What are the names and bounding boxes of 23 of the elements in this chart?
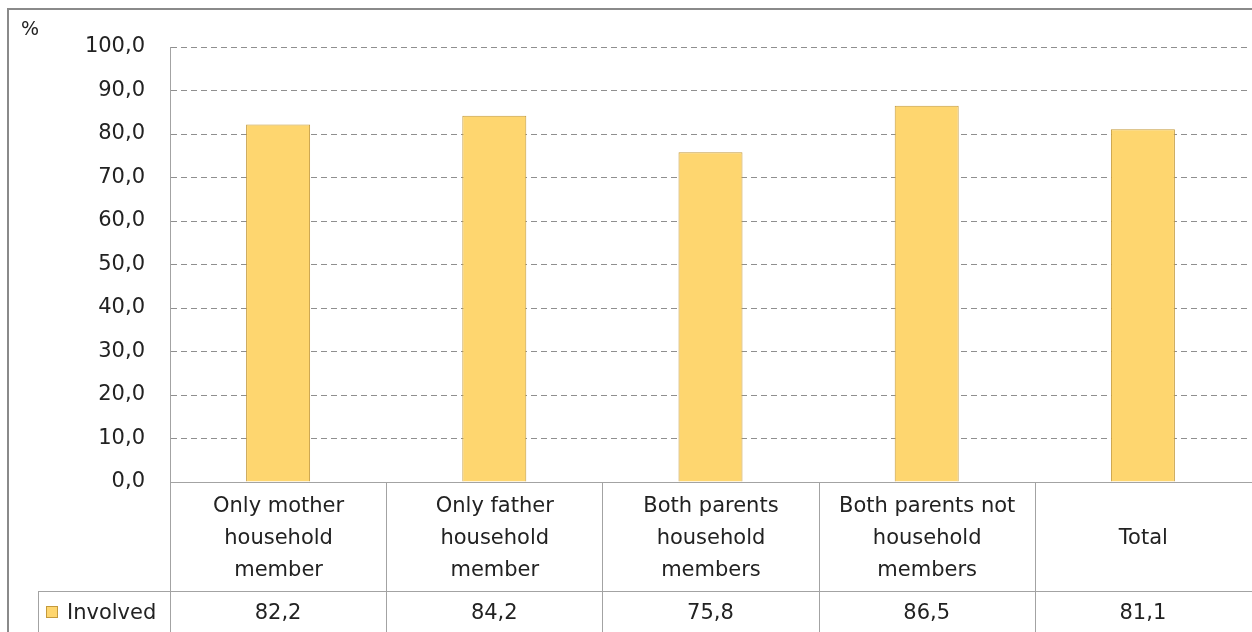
x-tick-label: Total	[1118, 523, 1168, 551]
y-axis-title: %	[21, 17, 40, 39]
data-label: 82,2	[254, 600, 302, 624]
data-label: 86,5	[903, 600, 951, 624]
data-label: 81,1	[1119, 600, 1167, 624]
x-tick-label: Both parents household members	[642, 491, 780, 583]
x-tick-label: Only mother household member	[212, 491, 346, 583]
data-label: 75,8	[687, 600, 734, 624]
y-tick-label: 0,0	[111, 468, 145, 493]
x-tick-label: Only father household member	[434, 491, 555, 583]
legend-label: Involved	[67, 600, 157, 624]
y-tick-label: 40,0	[98, 294, 145, 319]
x-tick-label: Both parents not household members	[838, 491, 1017, 583]
y-tick-label: 90,0	[98, 76, 145, 101]
data-label: 84,2	[470, 600, 518, 624]
y-tick-label: 20,0	[98, 381, 145, 406]
y-tick-label: 60,0	[98, 207, 145, 232]
y-tick-label: 30,0	[98, 337, 145, 362]
y-tick-label: 50,0	[98, 250, 145, 275]
y-tick-label: 80,0	[98, 120, 145, 145]
y-tick-label: 10,0	[98, 424, 145, 449]
y-tick-label: 100,0	[84, 33, 145, 58]
y-tick-label: 70,0	[98, 163, 145, 188]
